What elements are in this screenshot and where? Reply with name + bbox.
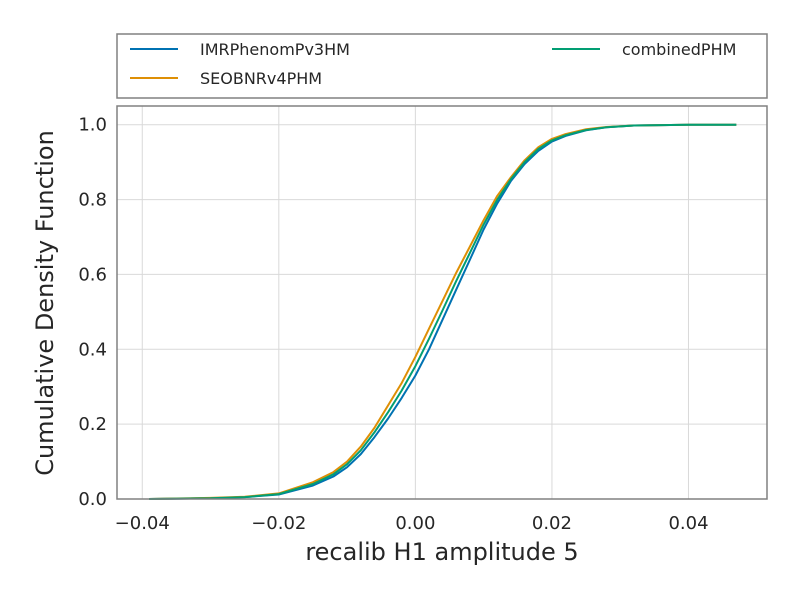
legend: IMRPhenomPv3HM SEOBNRv4PHM combinedPHM — [116, 33, 768, 99]
x-tick-label: 0.02 — [532, 513, 572, 534]
y-tick-label: 0.8 — [78, 190, 107, 211]
x-tick-label: −0.04 — [115, 513, 170, 534]
y-tick-label: 0.0 — [78, 489, 107, 510]
legend-label: IMRPhenomPv3HM — [200, 40, 350, 59]
y-tick-label: 0.4 — [78, 339, 107, 360]
y-tick-label: 0.6 — [78, 264, 107, 285]
series-layer — [149, 123, 737, 500]
legend-label: combinedPHM — [622, 40, 736, 59]
y-axis-title: Cumulative Density Function — [31, 130, 59, 476]
x-tick-label: −0.02 — [251, 513, 306, 534]
plot-frame — [116, 105, 768, 500]
x-axis: −0.04 −0.02 0.00 0.02 0.04 — [115, 513, 709, 534]
x-tick-label: 0.04 — [668, 513, 708, 534]
x-axis-title: recalib H1 amplitude 5 — [305, 538, 578, 566]
y-tick-label: 1.0 — [78, 115, 107, 136]
x-tick-label: 0.00 — [395, 513, 435, 534]
legend-box — [116, 33, 768, 99]
y-tick-label: 0.2 — [78, 414, 107, 435]
series-line-combinedPHM — [149, 123, 737, 500]
legend-label: SEOBNRv4PHM — [200, 69, 322, 88]
y-axis: 0.0 0.2 0.4 0.6 0.8 1.0 — [78, 115, 107, 510]
